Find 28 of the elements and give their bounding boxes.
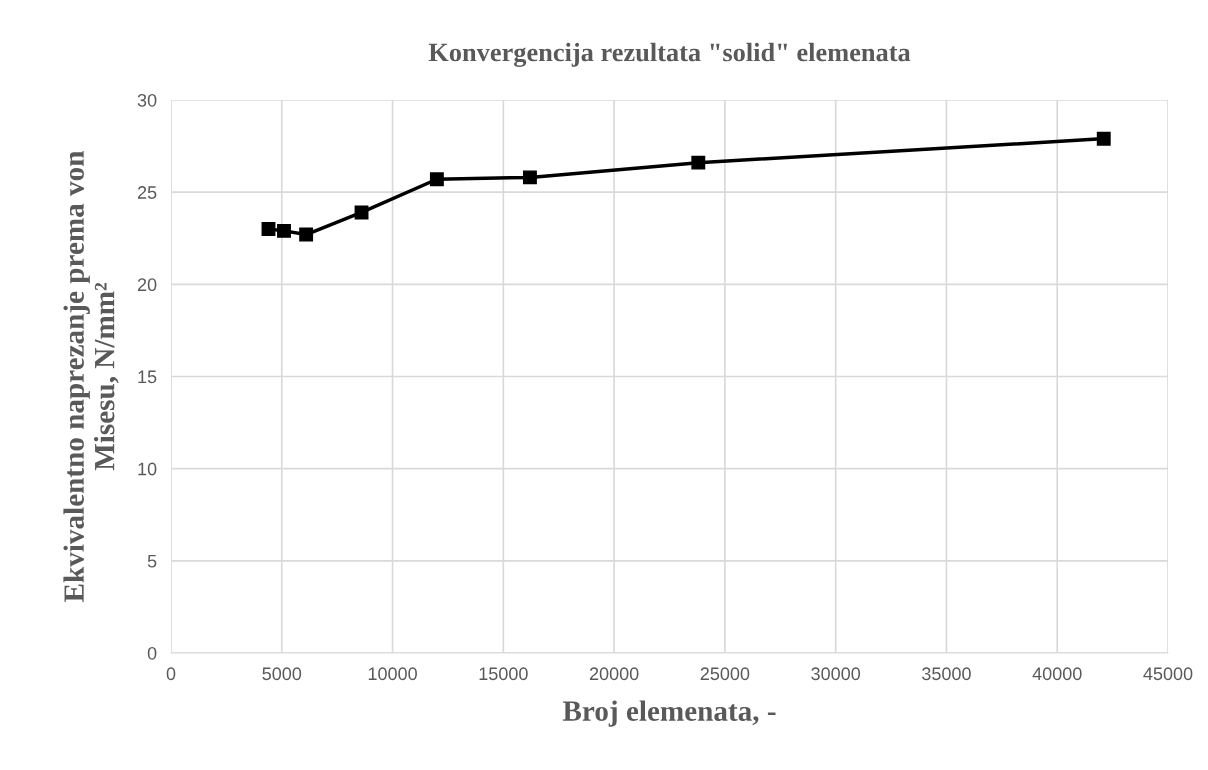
y-tick-label: 15 xyxy=(138,370,157,384)
point xyxy=(354,205,369,220)
x-tick-label: 45000 xyxy=(1143,667,1193,681)
y-tick-label: 25 xyxy=(137,186,157,199)
point xyxy=(429,172,444,187)
point xyxy=(1096,131,1111,146)
y-axis-title: Ekvivalentno naprezanje prema von Misesu, N/mm² xyxy=(63,151,119,602)
x-axis-title: Broj elemenata, - xyxy=(562,700,776,727)
x-tick-label: 5000 xyxy=(262,667,302,681)
x-tick-label: 30000 xyxy=(811,667,861,681)
chart-title: Konvergencija rezultata "solid" elemenata xyxy=(428,42,911,67)
point xyxy=(691,155,706,170)
y-tick-label: 10 xyxy=(138,462,157,476)
point xyxy=(277,223,291,238)
y-tick-label: 30 xyxy=(137,93,157,107)
point xyxy=(299,227,314,242)
x-tick-label: 0 xyxy=(166,667,176,681)
point xyxy=(261,222,276,236)
y-tick-label: 20 xyxy=(137,278,157,292)
y-tick-label: 5 xyxy=(147,554,157,568)
x-tick-label: 35000 xyxy=(922,667,971,681)
x-tick-label: 40000 xyxy=(1032,667,1082,681)
x-tick-label: 25000 xyxy=(700,667,750,681)
x-tick-label: 10000 xyxy=(368,667,417,681)
point xyxy=(522,170,537,185)
y-tick-label: 0 xyxy=(147,646,157,660)
x-tick-label: 15000 xyxy=(479,667,528,681)
x-tick-label: 20000 xyxy=(589,667,639,681)
